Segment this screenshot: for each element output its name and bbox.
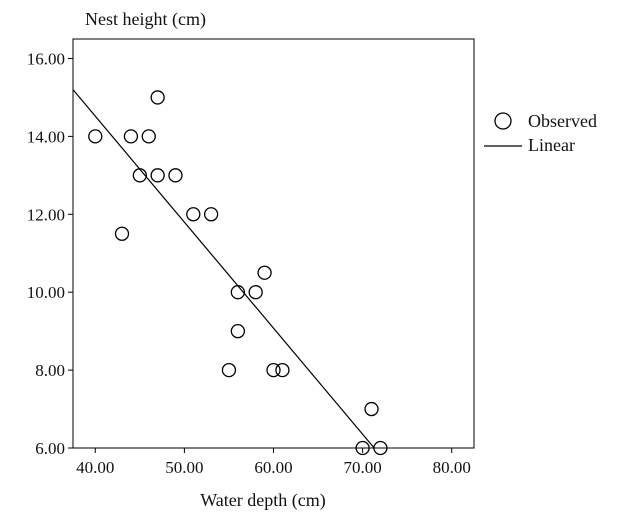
observed-point: [355, 440, 370, 456]
observed-point: [257, 265, 272, 280]
x-axis-title: Water depth (cm): [200, 490, 326, 511]
legend-observed-label: Observed: [528, 111, 597, 131]
x-tick-label: 80.00: [433, 458, 471, 477]
observed-point: [168, 168, 183, 183]
y-tick-label: 6.00: [35, 439, 65, 458]
fit-line-layer: [72, 89, 375, 449]
linear-fit-line: [72, 89, 375, 449]
data-points: [88, 90, 388, 456]
observed-point: [88, 129, 103, 144]
x-tick-label: 70.00: [343, 458, 381, 477]
observed-point: [230, 323, 246, 339]
observed-point: [364, 401, 379, 417]
observed-point: [132, 168, 147, 183]
x-tick-label: 60.00: [254, 458, 292, 477]
observed-point: [248, 285, 263, 300]
y-tick-label: 10.00: [27, 283, 65, 302]
observed-point: [186, 207, 201, 222]
observed-point: [230, 285, 246, 300]
observed-point: [114, 226, 130, 241]
observed-point: [275, 362, 290, 378]
x-tick-label: 40.00: [76, 458, 114, 477]
observed-point: [150, 90, 165, 105]
observed-point: [141, 129, 156, 144]
observed-point: [203, 207, 219, 222]
y-axis: 6.00 8.00 10.00 12.00 14.00 16.00: [27, 49, 73, 458]
legend-linear-label: Linear: [528, 135, 575, 155]
y-tick-label: 16.00: [27, 49, 65, 68]
observed-point: [221, 362, 237, 378]
legend: Observed Linear: [484, 111, 597, 155]
y-axis-title: Nest height (cm): [85, 9, 206, 30]
legend-observed-marker: [494, 112, 512, 130]
y-tick-label: 8.00: [35, 361, 65, 380]
observed-point: [123, 129, 139, 144]
x-tick-label: 50.00: [165, 458, 203, 477]
x-axis: 40.00 50.00 60.00 70.00 80.00: [76, 448, 471, 477]
observed-point: [150, 168, 165, 183]
plot-area: [72, 38, 475, 449]
observed-point: [266, 362, 281, 378]
y-tick-label: 14.00: [27, 127, 65, 146]
y-tick-label: 12.00: [27, 205, 65, 224]
observed-point: [373, 440, 388, 456]
